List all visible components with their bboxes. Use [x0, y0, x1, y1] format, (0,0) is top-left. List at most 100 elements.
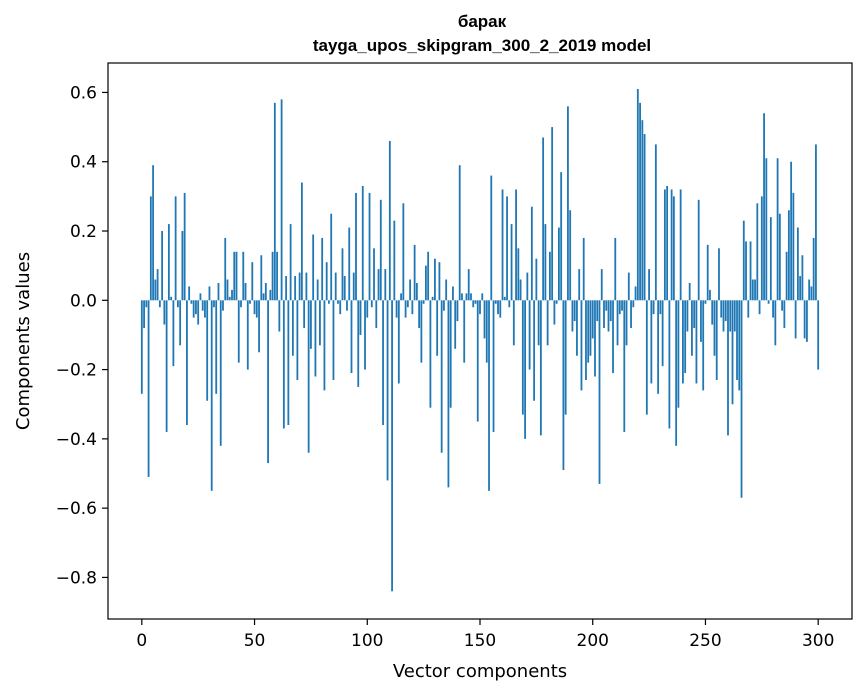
- bar-216: [627, 272, 630, 301]
- bar-29: [206, 300, 209, 401]
- bar-114: [397, 300, 400, 384]
- bar-266: [740, 300, 743, 498]
- bar-160: [501, 189, 504, 301]
- bar-299: [815, 144, 817, 301]
- bar-260: [727, 300, 729, 436]
- bar-132: [438, 262, 441, 301]
- bar-57: [269, 289, 272, 301]
- bar-85: [332, 300, 335, 380]
- bar-92: [348, 227, 351, 301]
- bar-244: [691, 300, 693, 356]
- bar-196: [582, 237, 585, 301]
- bar-75: [310, 300, 312, 349]
- bar-166: [515, 189, 517, 301]
- bar-109: [386, 300, 389, 481]
- bar-171: [526, 272, 529, 301]
- bar-286: [785, 251, 788, 301]
- bar-22: [190, 300, 193, 304]
- bar-146: [470, 293, 472, 301]
- bar-118: [406, 300, 409, 308]
- bar-93: [350, 300, 353, 374]
- bar-291: [796, 227, 799, 301]
- bar-273: [756, 203, 759, 301]
- bar-200: [591, 300, 594, 339]
- bar-290: [794, 300, 797, 339]
- bar-133: [440, 300, 443, 453]
- y-tick-label: 0.4: [70, 153, 97, 173]
- bar-116: [402, 203, 405, 301]
- bar-7: [156, 269, 159, 301]
- bar-283: [778, 213, 781, 301]
- bar-26: [199, 293, 202, 301]
- bar-230: [659, 300, 662, 315]
- bar-149: [476, 300, 479, 422]
- bar-14: [172, 300, 175, 367]
- bar-124: [420, 300, 423, 363]
- bar-112: [393, 220, 396, 301]
- bar-202: [596, 300, 599, 322]
- bar-201: [594, 300, 596, 377]
- bar-62: [280, 99, 283, 301]
- bar-229: [657, 300, 660, 394]
- bar-265: [738, 300, 741, 391]
- bar-285: [783, 300, 786, 329]
- bar-120: [411, 300, 414, 315]
- bar-12: [167, 224, 170, 301]
- bar-53: [260, 255, 263, 301]
- bar-68: [294, 276, 297, 301]
- bar-40: [231, 289, 233, 301]
- bar-38: [226, 279, 229, 301]
- bar-43: [237, 300, 240, 363]
- bar-208: [609, 300, 612, 322]
- bar-186: [560, 172, 563, 301]
- bar-104: [375, 300, 378, 329]
- y-tick-label: −0.8: [56, 568, 97, 588]
- bar-96: [357, 300, 360, 387]
- bar-130: [434, 258, 436, 301]
- bar-252: [709, 289, 711, 301]
- y-tick-label: −0.6: [56, 499, 97, 519]
- bar-251: [706, 244, 709, 301]
- bar-70: [298, 272, 301, 301]
- bar-168: [519, 279, 522, 301]
- bar-45: [242, 251, 245, 301]
- bar-137: [449, 300, 452, 408]
- y-tick-label: −0.4: [56, 430, 97, 450]
- bar-94: [352, 272, 355, 301]
- bar-231: [661, 300, 664, 367]
- bar-288: [790, 161, 793, 301]
- bar-234: [668, 300, 671, 429]
- bar-54: [262, 293, 265, 301]
- bar-128: [429, 300, 432, 408]
- bar-262: [731, 300, 734, 405]
- bar-122: [415, 282, 418, 301]
- bar-261: [729, 300, 732, 332]
- bar-281: [774, 300, 777, 346]
- bar-131: [436, 300, 439, 356]
- bar-123: [418, 300, 421, 329]
- bar-52: [258, 300, 260, 353]
- bar-13: [170, 296, 173, 301]
- bar-239: [679, 189, 682, 301]
- bar-34: [217, 282, 220, 301]
- bar-106: [379, 199, 382, 301]
- bar-235: [670, 189, 673, 301]
- bar-76: [312, 234, 315, 301]
- bar-249: [702, 300, 705, 391]
- bar-210: [614, 237, 617, 301]
- bar-138: [452, 286, 454, 301]
- x-tick-label: 50: [244, 631, 266, 651]
- bar-129: [431, 296, 434, 301]
- bar-295: [806, 300, 808, 342]
- x-tick-label: 0: [136, 631, 147, 651]
- bar-31: [210, 300, 213, 491]
- bar-69: [296, 300, 299, 380]
- bar-28: [204, 300, 206, 318]
- bar-82: [325, 262, 328, 301]
- bar-98: [361, 185, 364, 301]
- bar-63: [282, 300, 285, 429]
- bar-191: [571, 300, 574, 332]
- x-tick-label: 150: [464, 631, 496, 651]
- bar-212: [618, 300, 621, 315]
- y-tick-label: 0.0: [70, 291, 97, 311]
